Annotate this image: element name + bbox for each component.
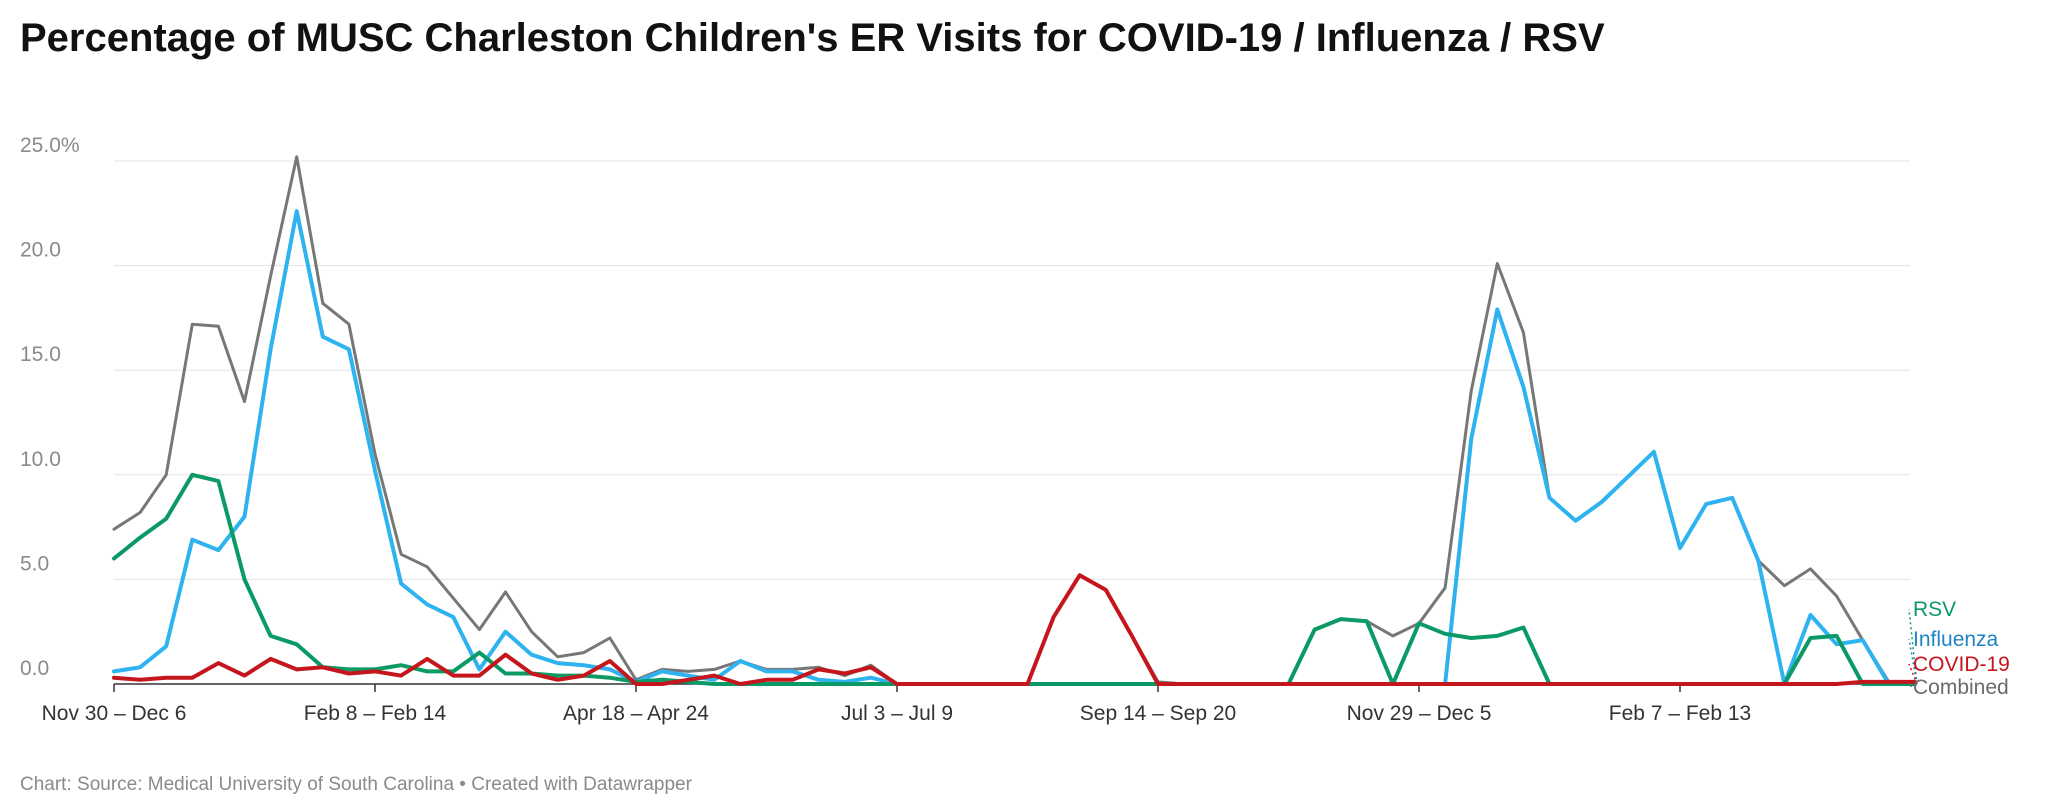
grid-layer [114, 160, 1910, 685]
x-tick-label: Feb 8 – Feb 14 [304, 702, 447, 725]
y-tick-label: 0.0 [20, 657, 49, 680]
x-tick-label: Nov 30 – Dec 6 [42, 702, 187, 725]
y-tick-label: 25.0% [20, 134, 80, 157]
series-label-rsv: RSV [1913, 598, 1956, 621]
series-line-influenza [112, 209, 1917, 686]
label-connector [1908, 683, 1918, 688]
x-tick-label: Sep 14 – Sep 20 [1080, 702, 1236, 725]
y-axis: 0.0 5.0 10.0 15.0 20.0 25.0% [20, 134, 80, 680]
y-tick-label: 15.0 [20, 343, 61, 366]
x-tick-label: Apr 18 – Apr 24 [563, 702, 709, 725]
series-line-combined [112, 155, 1917, 686]
x-tick-label: Nov 29 – Dec 5 [1347, 702, 1492, 725]
series-label-influenza: Influenza [1913, 628, 1999, 651]
series-layer [112, 155, 1917, 686]
y-tick-label: 20.0 [20, 239, 61, 262]
series-label-combined: Combined [1913, 676, 2009, 699]
x-tick-label: Jul 3 – Jul 9 [841, 702, 953, 725]
x-axis: Nov 30 – Dec 6 Feb 8 – Feb 14 Apr 18 – Apr… [42, 684, 1751, 725]
x-tick-label: Feb 7 – Feb 13 [1609, 702, 1751, 725]
series-label-covid-19: COVID-19 [1913, 653, 2010, 676]
label-connector [1908, 663, 1918, 685]
chart-source-footer: Chart: Source: Medical University of Sou… [20, 774, 692, 795]
chart-title: Percentage of MUSC Charleston Children's… [20, 16, 1605, 60]
y-tick-label: 5.0 [20, 552, 49, 575]
y-tick-label: 10.0 [20, 448, 61, 471]
series-line-covid-19 [112, 573, 1917, 686]
